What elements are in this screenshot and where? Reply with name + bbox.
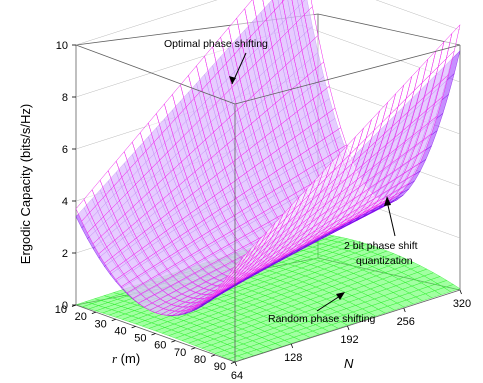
y-axis-label: N	[344, 356, 354, 371]
axis-ticks: 0 2 4 6 8 10 10 20 30 40 50 60 70 80 90 64 128 192 256 320	[55, 40, 471, 382]
x-tick-label: 70	[174, 347, 186, 359]
z-tick-label: 0	[62, 300, 68, 312]
y-tick-label: 256	[397, 316, 415, 328]
x-tick-mark	[71, 304, 77, 307]
y-tick-label: 192	[340, 334, 358, 346]
x-tick-label: 20	[75, 311, 87, 323]
x-tick-mark	[191, 347, 196, 350]
x-tick-mark	[131, 326, 136, 329]
y-tick-mark	[459, 289, 462, 295]
z-tick-label: 2	[62, 248, 68, 260]
x-tick-label: 50	[134, 333, 146, 345]
x-tick-mark	[171, 340, 176, 343]
arrowhead-quantization	[384, 196, 391, 206]
annotation-optimal: Optimal phase shifting	[164, 38, 268, 50]
annotations: Optimal phase shifting 2 bit phase shift…	[164, 38, 418, 325]
y-tick-mark	[347, 325, 350, 331]
arrow-quantization	[386, 200, 396, 237]
z-tick-label: 8	[62, 92, 68, 104]
axes-box-front	[75, 44, 461, 362]
x-tick-label: 30	[95, 318, 107, 330]
surface-optimal-cell	[445, 23, 461, 60]
x-tick-label: 10	[55, 304, 67, 316]
y-tick-mark	[403, 307, 406, 313]
y-tick-mark	[234, 361, 237, 367]
y-tick-mark	[290, 343, 294, 349]
arrowhead-optimal	[229, 76, 236, 84]
gridline-z-10	[75, 0, 461, 46]
x-tick-label: 40	[114, 325, 126, 337]
x-tick-label: 60	[154, 340, 166, 352]
y-tick-label: 128	[284, 352, 302, 364]
z-axis-label: Ergodic Capacity (bits/s/Hz)	[18, 104, 33, 264]
annotation-quantization-1: 2 bit phase shift	[344, 240, 418, 252]
x-axis-var: r	[112, 351, 118, 366]
arrowhead-random	[336, 292, 345, 300]
z-tick-label: 6	[62, 144, 68, 156]
surface-random-cell	[443, 284, 461, 292]
z-tick-label: 10	[56, 40, 68, 52]
x-tick-label: 90	[214, 361, 226, 373]
annotation-quantization-2: quantization	[356, 255, 413, 267]
x-tick-mark	[111, 318, 116, 322]
z-tick-label: 4	[62, 196, 68, 208]
y-tick-label: 64	[231, 370, 243, 382]
x-tick-mark	[210, 354, 216, 357]
surface-meshes	[75, 0, 461, 362]
x-axis-unit: (m)	[117, 351, 140, 366]
x-tick-label: 80	[194, 354, 206, 366]
x-axis-label: r (m)	[112, 351, 140, 366]
y-tick-label: 320	[453, 298, 471, 310]
x-tick-mark	[230, 361, 236, 364]
x-tick-mark	[91, 311, 97, 314]
annotation-random: Random phase shifting	[268, 313, 376, 325]
x-tick-mark	[151, 333, 156, 336]
